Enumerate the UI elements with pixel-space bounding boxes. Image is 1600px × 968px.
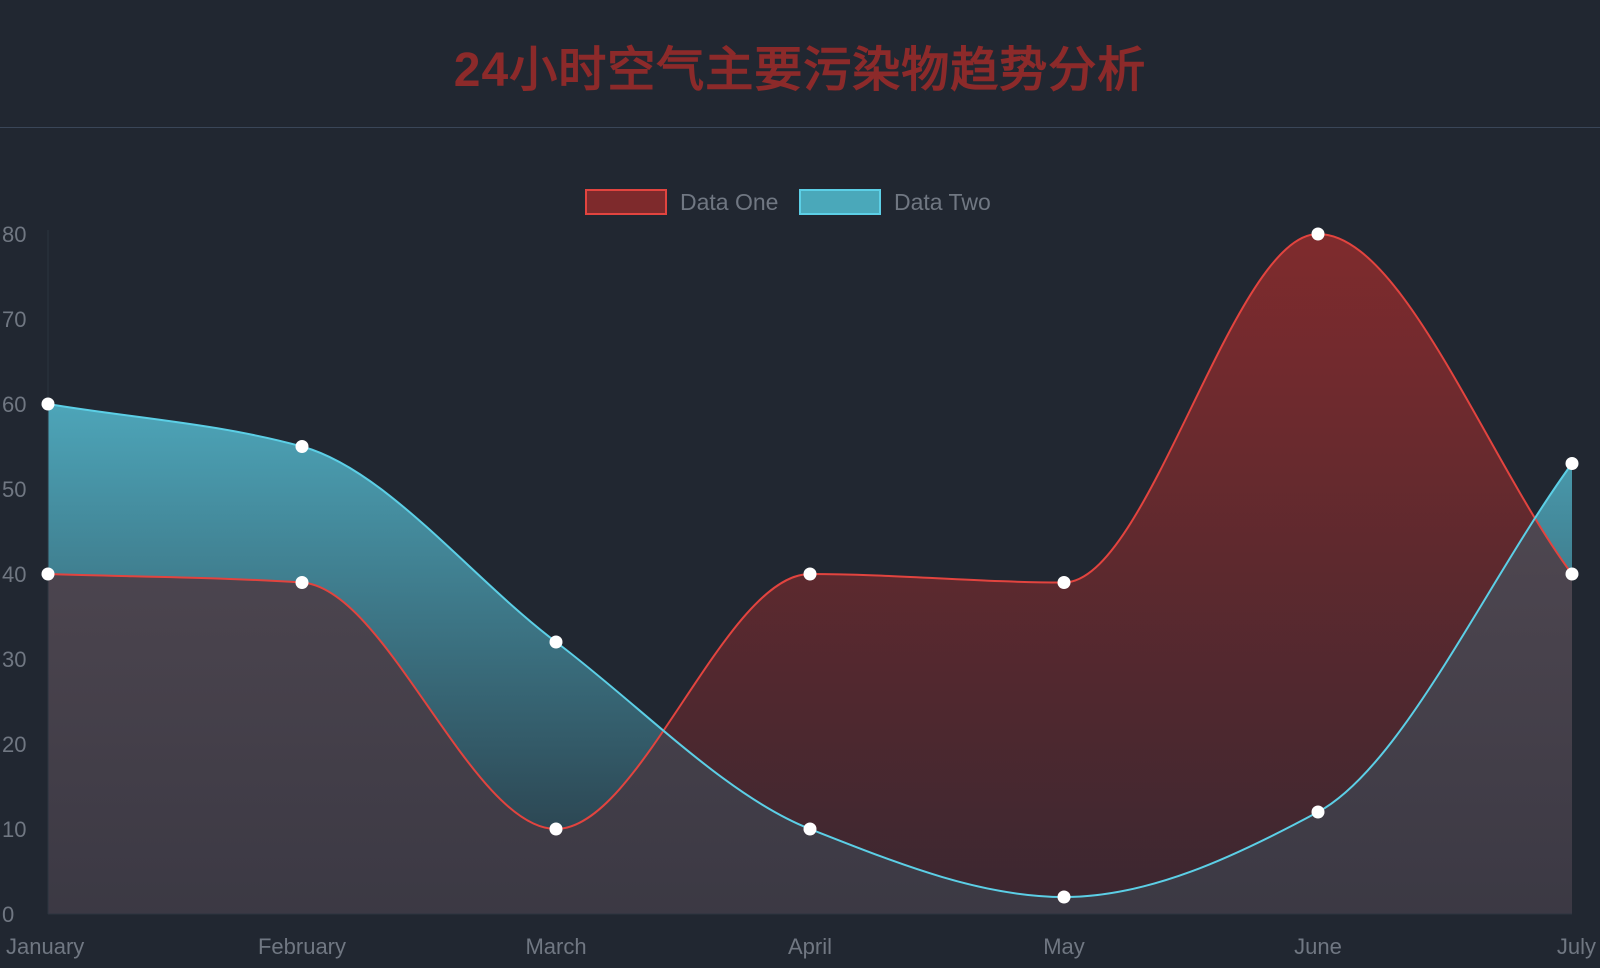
data-point[interactable]	[1057, 890, 1071, 904]
x-tick-label: May	[1043, 934, 1085, 959]
data-point[interactable]	[41, 397, 55, 411]
y-tick-label: 30	[2, 647, 26, 672]
data-point[interactable]	[295, 576, 309, 589]
legend: Data One Data Two	[585, 189, 991, 215]
data-point[interactable]	[549, 635, 563, 649]
x-tick-label: February	[258, 934, 346, 959]
x-tick-label: January	[6, 934, 84, 959]
data-point[interactable]	[803, 567, 817, 581]
x-tick-label: April	[788, 934, 832, 959]
chart-title: 24小时空气主要污染物趋势分析	[453, 44, 1147, 97]
data-point[interactable]	[1565, 457, 1579, 470]
axes: 0 10 20 30 40 50 60 70 80 January February March Apr…	[2, 222, 1596, 959]
chart-header: 24小时空气主要污染物趋势分析	[0, 0, 1600, 128]
x-tick-label: June	[1294, 934, 1342, 959]
legend-item-2[interactable]: Data Two	[799, 189, 991, 215]
series-line-1	[47, 232, 1573, 831]
data-point[interactable]	[803, 822, 817, 836]
data-point[interactable]	[1565, 567, 1579, 581]
y-tick-label: 60	[2, 392, 26, 417]
data-point[interactable]	[1311, 805, 1325, 819]
legend-swatch	[585, 189, 667, 215]
y-tick-label: 50	[2, 477, 26, 502]
data-points	[41, 227, 1579, 904]
legend-label: Data Two	[894, 189, 991, 215]
y-tick-label: 80	[2, 222, 26, 247]
y-tick-label: 20	[2, 732, 26, 757]
data-point[interactable]	[41, 567, 55, 581]
y-tick-label: 10	[2, 817, 26, 842]
y-tick-label: 70	[2, 307, 26, 332]
data-point[interactable]	[1057, 576, 1071, 589]
data-point[interactable]	[1311, 227, 1325, 241]
legend-swatch	[799, 189, 881, 215]
x-tick-label: July	[1557, 934, 1596, 959]
data-point[interactable]	[295, 440, 309, 453]
y-tick-label: 0	[2, 902, 14, 927]
data-point[interactable]	[549, 822, 563, 836]
legend-label: Data One	[680, 189, 778, 215]
y-tick-label: 40	[2, 562, 26, 587]
legend-item-1[interactable]: Data One	[585, 189, 778, 215]
x-tick-label: March	[525, 934, 586, 959]
